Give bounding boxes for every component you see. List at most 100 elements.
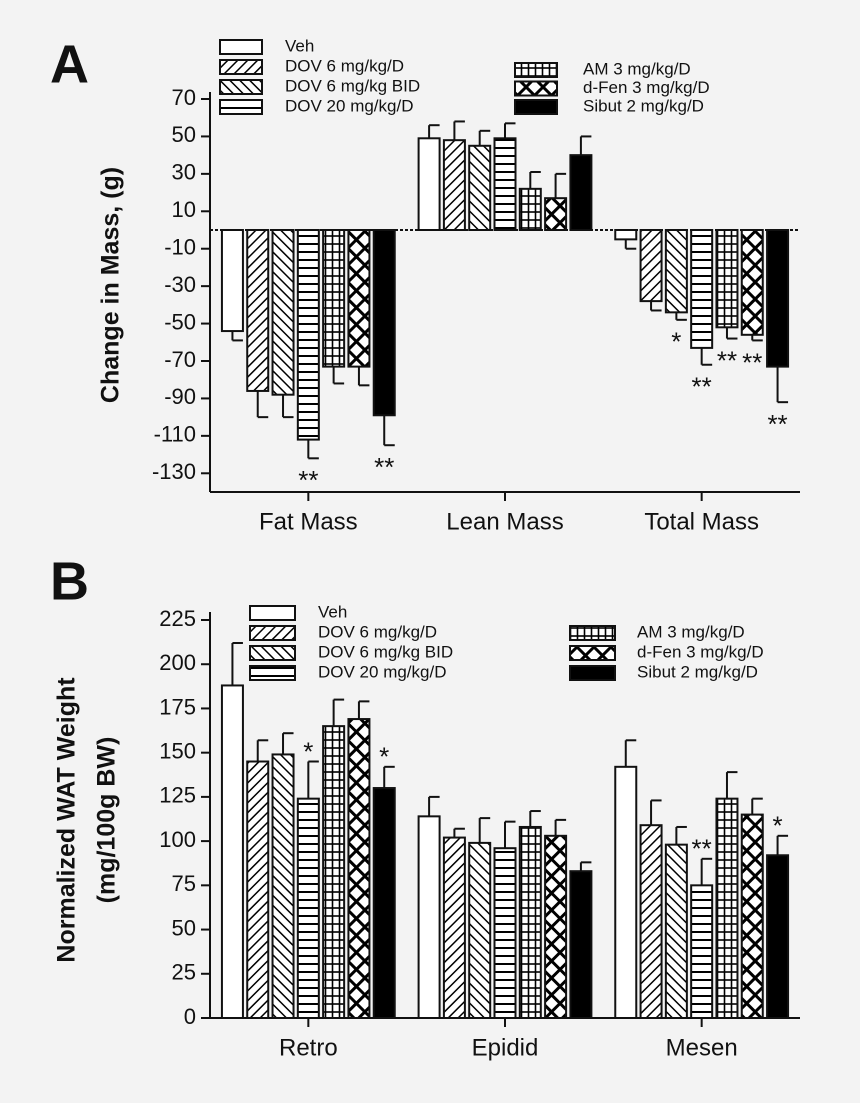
legend-swatch: [569, 645, 616, 661]
bar: [296, 797, 320, 1019]
bar: [442, 836, 466, 1019]
bar: [271, 753, 295, 1019]
y-tick-label: 200: [159, 650, 196, 675]
bar: [442, 139, 466, 232]
bar: [417, 815, 441, 1020]
bar: [347, 718, 371, 1020]
legend-label: DOV 6 mg/kg BID: [285, 76, 420, 95]
legend-swatch: [249, 625, 296, 641]
y-tick-label: 30: [172, 160, 196, 185]
x-tick-label: Total Mass: [644, 508, 759, 535]
significance-label: *: [379, 742, 389, 772]
legend-label: Sibut 2 mg/kg/D: [637, 662, 758, 681]
bar: [639, 824, 663, 1019]
y-tick-label: -130: [152, 459, 196, 484]
y-tick-label: 70: [172, 85, 196, 110]
significance-label: **: [692, 834, 712, 864]
x-tick-label: Mesen: [666, 1034, 738, 1061]
significance-label: **: [298, 465, 318, 495]
bar: [614, 229, 638, 241]
legend-label: DOV 6 mg/kg/D: [285, 56, 404, 75]
y-tick-label: 225: [159, 606, 196, 631]
significance-label: **: [692, 372, 712, 402]
x-tick-label: Fat Mass: [259, 508, 358, 535]
bar: [372, 229, 396, 417]
legend-label: d-Fen 3 mg/kg/D: [583, 78, 710, 97]
bar: [220, 229, 244, 333]
x-tick-label: Epidid: [472, 1034, 539, 1061]
bar: [417, 137, 441, 231]
y-tick-label: 150: [159, 738, 196, 763]
y-tick-label: -70: [164, 347, 196, 372]
legend-label: AM 3 mg/kg/D: [583, 59, 691, 78]
bar: [740, 229, 764, 336]
bar: [569, 870, 593, 1020]
panel-label: A: [50, 34, 89, 94]
bar: [740, 813, 764, 1019]
bar: [544, 834, 568, 1019]
bar: [246, 760, 270, 1019]
legend-swatch: [569, 625, 616, 641]
bar: [518, 187, 542, 231]
significance-label: **: [767, 409, 787, 439]
bar: [347, 229, 371, 368]
bar: [296, 229, 320, 441]
y-tick-label: 10: [172, 197, 196, 222]
legend-swatch: [219, 59, 263, 75]
y-tick-label: -90: [164, 384, 196, 409]
legend-swatch: [249, 665, 296, 681]
significance-label: *: [773, 811, 783, 841]
bar: [715, 229, 739, 329]
bar: [246, 229, 270, 392]
legend-label: DOV 20 mg/kg/D: [285, 96, 414, 115]
significance-label: **: [742, 347, 762, 377]
y-axis-label: (mg/100g BW): [93, 737, 121, 904]
bar: [664, 229, 688, 314]
significance-label: **: [374, 452, 394, 482]
panel-label: B: [50, 551, 89, 611]
significance-label: **: [717, 345, 737, 375]
bar: [322, 229, 346, 368]
legend-label: d-Fen 3 mg/kg/D: [637, 642, 764, 661]
y-axis-label: Normalized WAT Weight: [53, 677, 81, 963]
y-tick-label: 50: [172, 122, 196, 147]
bar: [766, 854, 790, 1019]
y-tick-label: -110: [154, 422, 196, 447]
legend-swatch: [514, 99, 558, 115]
bar: [271, 229, 295, 396]
y-tick-label: 50: [172, 915, 196, 940]
legend-label: Sibut 2 mg/kg/D: [583, 96, 704, 115]
bar: [468, 841, 492, 1019]
legend-swatch: [219, 39, 263, 55]
legend-label: AM 3 mg/kg/D: [637, 622, 745, 641]
legend-swatch: [514, 62, 558, 78]
bar: [468, 144, 492, 232]
bar: [372, 787, 396, 1019]
significance-label: *: [671, 327, 681, 357]
bar: [518, 825, 542, 1020]
bar: [614, 765, 638, 1019]
bar: [493, 847, 517, 1019]
bar: [715, 797, 739, 1019]
y-tick-label: -10: [164, 235, 196, 260]
bar: [544, 197, 568, 231]
legend-label: DOV 20 mg/kg/D: [318, 662, 447, 681]
bar: [766, 229, 790, 368]
bar: [639, 229, 663, 303]
y-tick-label: 100: [159, 827, 196, 852]
y-tick-label: 175: [159, 694, 196, 719]
legend-swatch: [219, 99, 263, 115]
bar: [690, 229, 714, 349]
y-tick-label: 25: [172, 960, 196, 985]
y-tick-label: -30: [164, 272, 196, 297]
bar: [664, 843, 688, 1019]
legend-label: Veh: [318, 602, 347, 621]
bar: [690, 884, 714, 1019]
legend-swatch: [249, 605, 296, 621]
x-tick-label: Lean Mass: [446, 508, 563, 535]
legend-swatch: [514, 80, 558, 97]
bar: [322, 725, 346, 1020]
legend-swatch: [219, 79, 263, 95]
y-tick-label: 0: [184, 1004, 196, 1029]
legend-label: Veh: [285, 36, 314, 55]
